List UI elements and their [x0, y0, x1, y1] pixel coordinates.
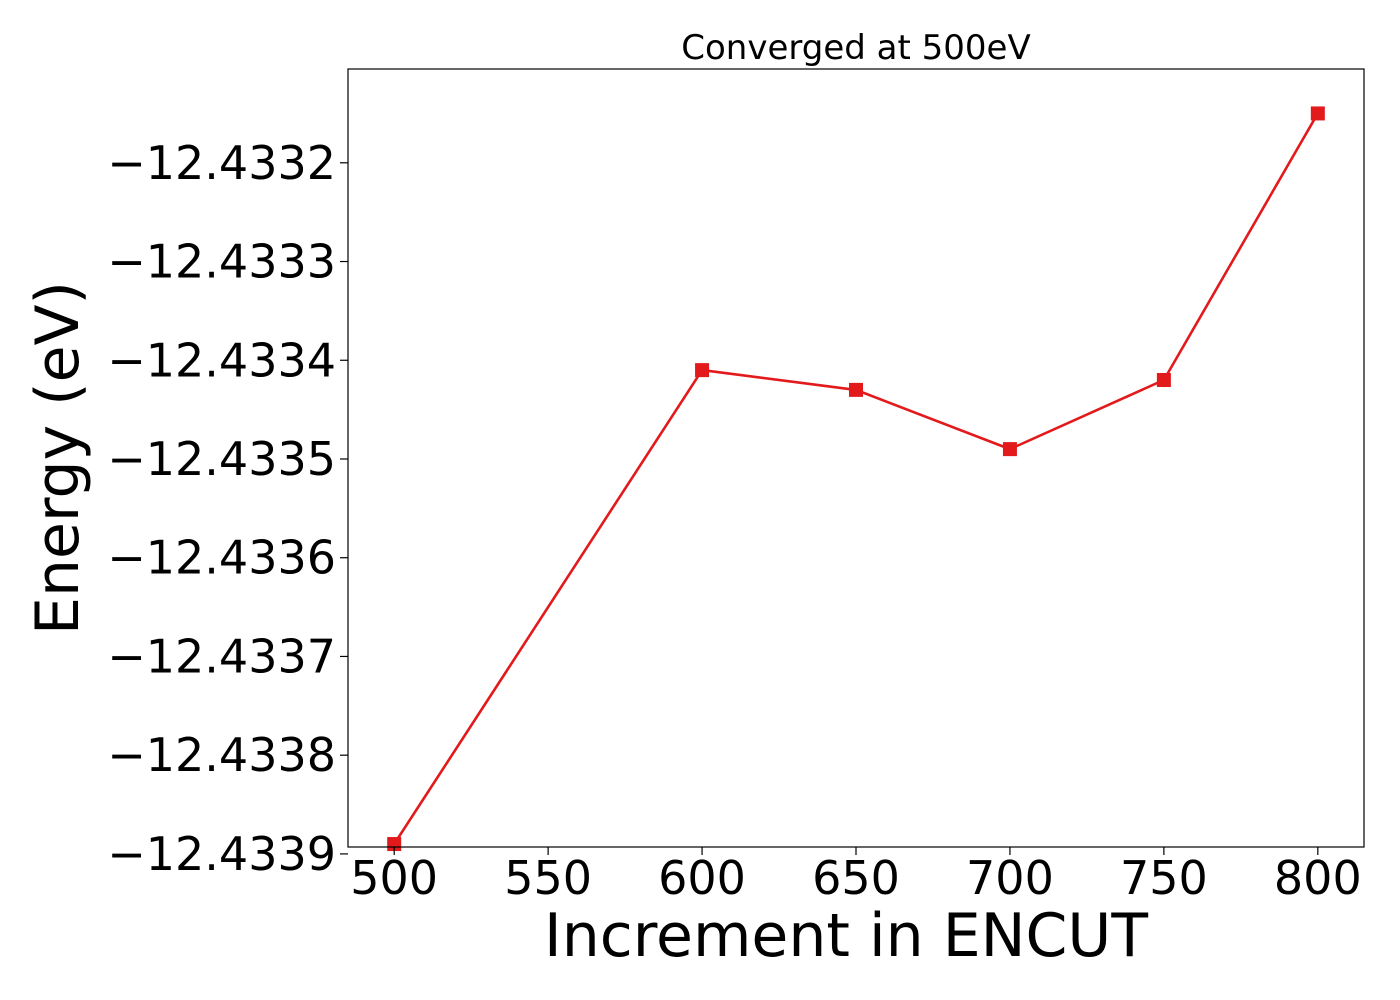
x-tick-label: 700 — [966, 851, 1054, 905]
plot-area — [387, 106, 1325, 852]
y-axis-label: Energy (eV) — [23, 281, 93, 635]
x-tick-label: 750 — [1120, 851, 1208, 905]
y-tick-label: −12.4333 — [107, 235, 336, 289]
x-axis: 500 550 600 650 700 750 800 — [350, 847, 1362, 905]
data-point-marker — [1002, 442, 1017, 457]
y-tick-label: −12.4332 — [107, 136, 336, 190]
y-tick-label: −12.4338 — [107, 728, 336, 782]
data-point-marker — [1156, 373, 1171, 388]
x-axis-label: Increment in ENCUT — [544, 901, 1148, 971]
y-tick-label: −12.4336 — [107, 531, 336, 585]
y-tick-label: −12.4335 — [107, 432, 336, 486]
x-tick-label: 600 — [658, 851, 746, 905]
data-point-marker — [1310, 106, 1325, 121]
x-tick-label: 650 — [812, 851, 900, 905]
y-tick-label: −12.4334 — [107, 333, 336, 387]
y-tick-label: −12.4337 — [107, 629, 336, 683]
data-point-marker — [849, 382, 863, 397]
plot-frame — [347, 68, 1365, 848]
chart-title: Converged at 500eV — [681, 28, 1030, 68]
x-tick-label: 500 — [350, 851, 438, 905]
y-axis: −12.4339 −12.4338 −12.4337 −12.4336 −12.4335… — [107, 136, 348, 881]
data-point-marker — [695, 363, 710, 378]
x-tick-label: 550 — [504, 851, 592, 905]
y-tick-label: −12.4339 — [107, 827, 336, 881]
series-line — [393, 112, 1319, 845]
x-tick-label: 800 — [1274, 851, 1362, 905]
